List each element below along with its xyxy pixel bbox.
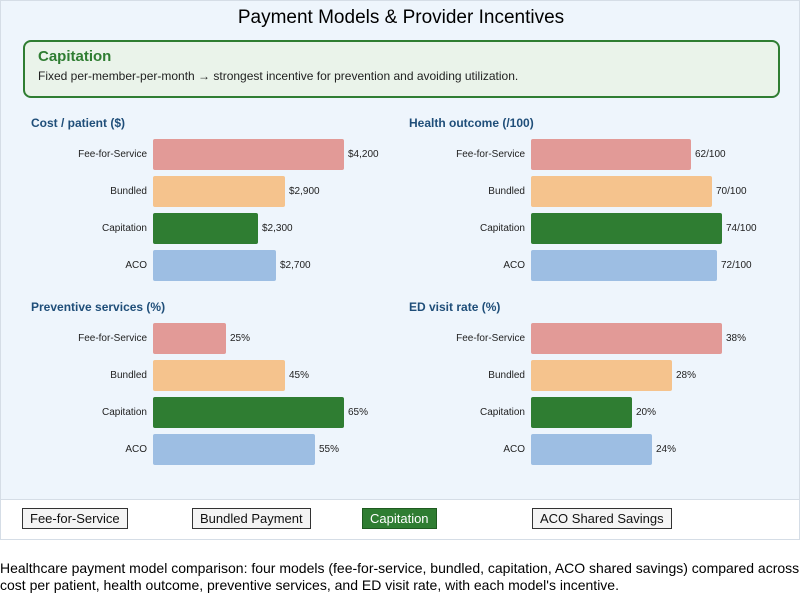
bar-capitation (531, 397, 632, 428)
category-label: Fee-for-Service (78, 149, 147, 160)
chart-title-cost-patient: Cost / patient ($) (31, 116, 126, 130)
category-label: ACO (125, 260, 147, 271)
value-label: 72/100 (721, 260, 752, 271)
category-label: Capitation (479, 223, 525, 234)
category-label: Fee-for-Service (78, 333, 147, 344)
bar-bundled (153, 176, 285, 207)
category-label: Bundled (110, 186, 147, 197)
value-label: $2,900 (289, 186, 320, 197)
bar-bundled (531, 176, 712, 207)
category-label: Bundled (488, 370, 525, 381)
value-label: $2,700 (280, 260, 311, 271)
figure-caption: Healthcare payment model comparison: fou… (0, 560, 800, 593)
value-label: 38% (726, 333, 747, 344)
model-button-bundled-payment[interactable]: Bundled Payment (192, 508, 311, 529)
value-label: 70/100 (716, 186, 747, 197)
value-label: 55% (319, 444, 340, 455)
value-label: 25% (230, 333, 251, 344)
bar-aco (531, 250, 717, 281)
bar-fee-for-service (531, 139, 691, 170)
bar-bundled (153, 360, 285, 391)
category-label: Fee-for-Service (456, 149, 525, 160)
value-label: 20% (636, 407, 657, 418)
bar-fee-for-service (153, 139, 344, 170)
page-title: Payment Models & Provider Incentives (237, 7, 565, 28)
category-label: Capitation (101, 223, 147, 234)
value-label: $2,300 (262, 223, 293, 234)
category-label: ACO (125, 444, 147, 455)
category-label: Bundled (488, 186, 525, 197)
category-label: ACO (503, 444, 525, 455)
bar-bundled (531, 360, 672, 391)
value-label: 28% (676, 370, 697, 381)
value-label: 74/100 (726, 223, 757, 234)
chart-title-ed-visit-rate: ED visit rate (%) (409, 300, 501, 314)
chart-title-health-outcome-100: Health outcome (/100) (409, 116, 534, 130)
value-label: 45% (289, 370, 310, 381)
category-label: ACO (503, 260, 525, 271)
bar-aco (153, 250, 276, 281)
category-label: Capitation (101, 407, 147, 418)
value-label: 65% (348, 407, 369, 418)
chart-title-preventive-services: Preventive services (%) (31, 300, 166, 314)
bar-aco (531, 434, 652, 465)
comparison-panel: Payment Models & Provider Incentives Cap… (0, 0, 800, 500)
value-label: $4,200 (348, 149, 379, 160)
bar-fee-for-service (531, 323, 722, 354)
model-button-capitation[interactable]: Capitation (362, 508, 437, 529)
bar-fee-for-service (153, 323, 226, 354)
model-button-aco-shared-savings[interactable]: ACO Shared Savings (532, 508, 672, 529)
model-callout: Capitation Fixed per-member-per-month → … (23, 40, 780, 98)
callout-text: Fixed per-member-per-month → strongest i… (38, 69, 519, 83)
category-label: Bundled (110, 370, 147, 381)
value-label: 62/100 (695, 149, 726, 160)
callout-heading: Capitation (38, 48, 112, 65)
model-button-fee-for-service[interactable]: Fee-for-Service (22, 508, 128, 529)
bar-capitation (153, 213, 258, 244)
bar-aco (153, 434, 315, 465)
bar-capitation (153, 397, 344, 428)
value-label: 24% (656, 444, 677, 455)
category-label: Capitation (479, 407, 525, 418)
bar-capitation (531, 213, 722, 244)
category-label: Fee-for-Service (456, 333, 525, 344)
